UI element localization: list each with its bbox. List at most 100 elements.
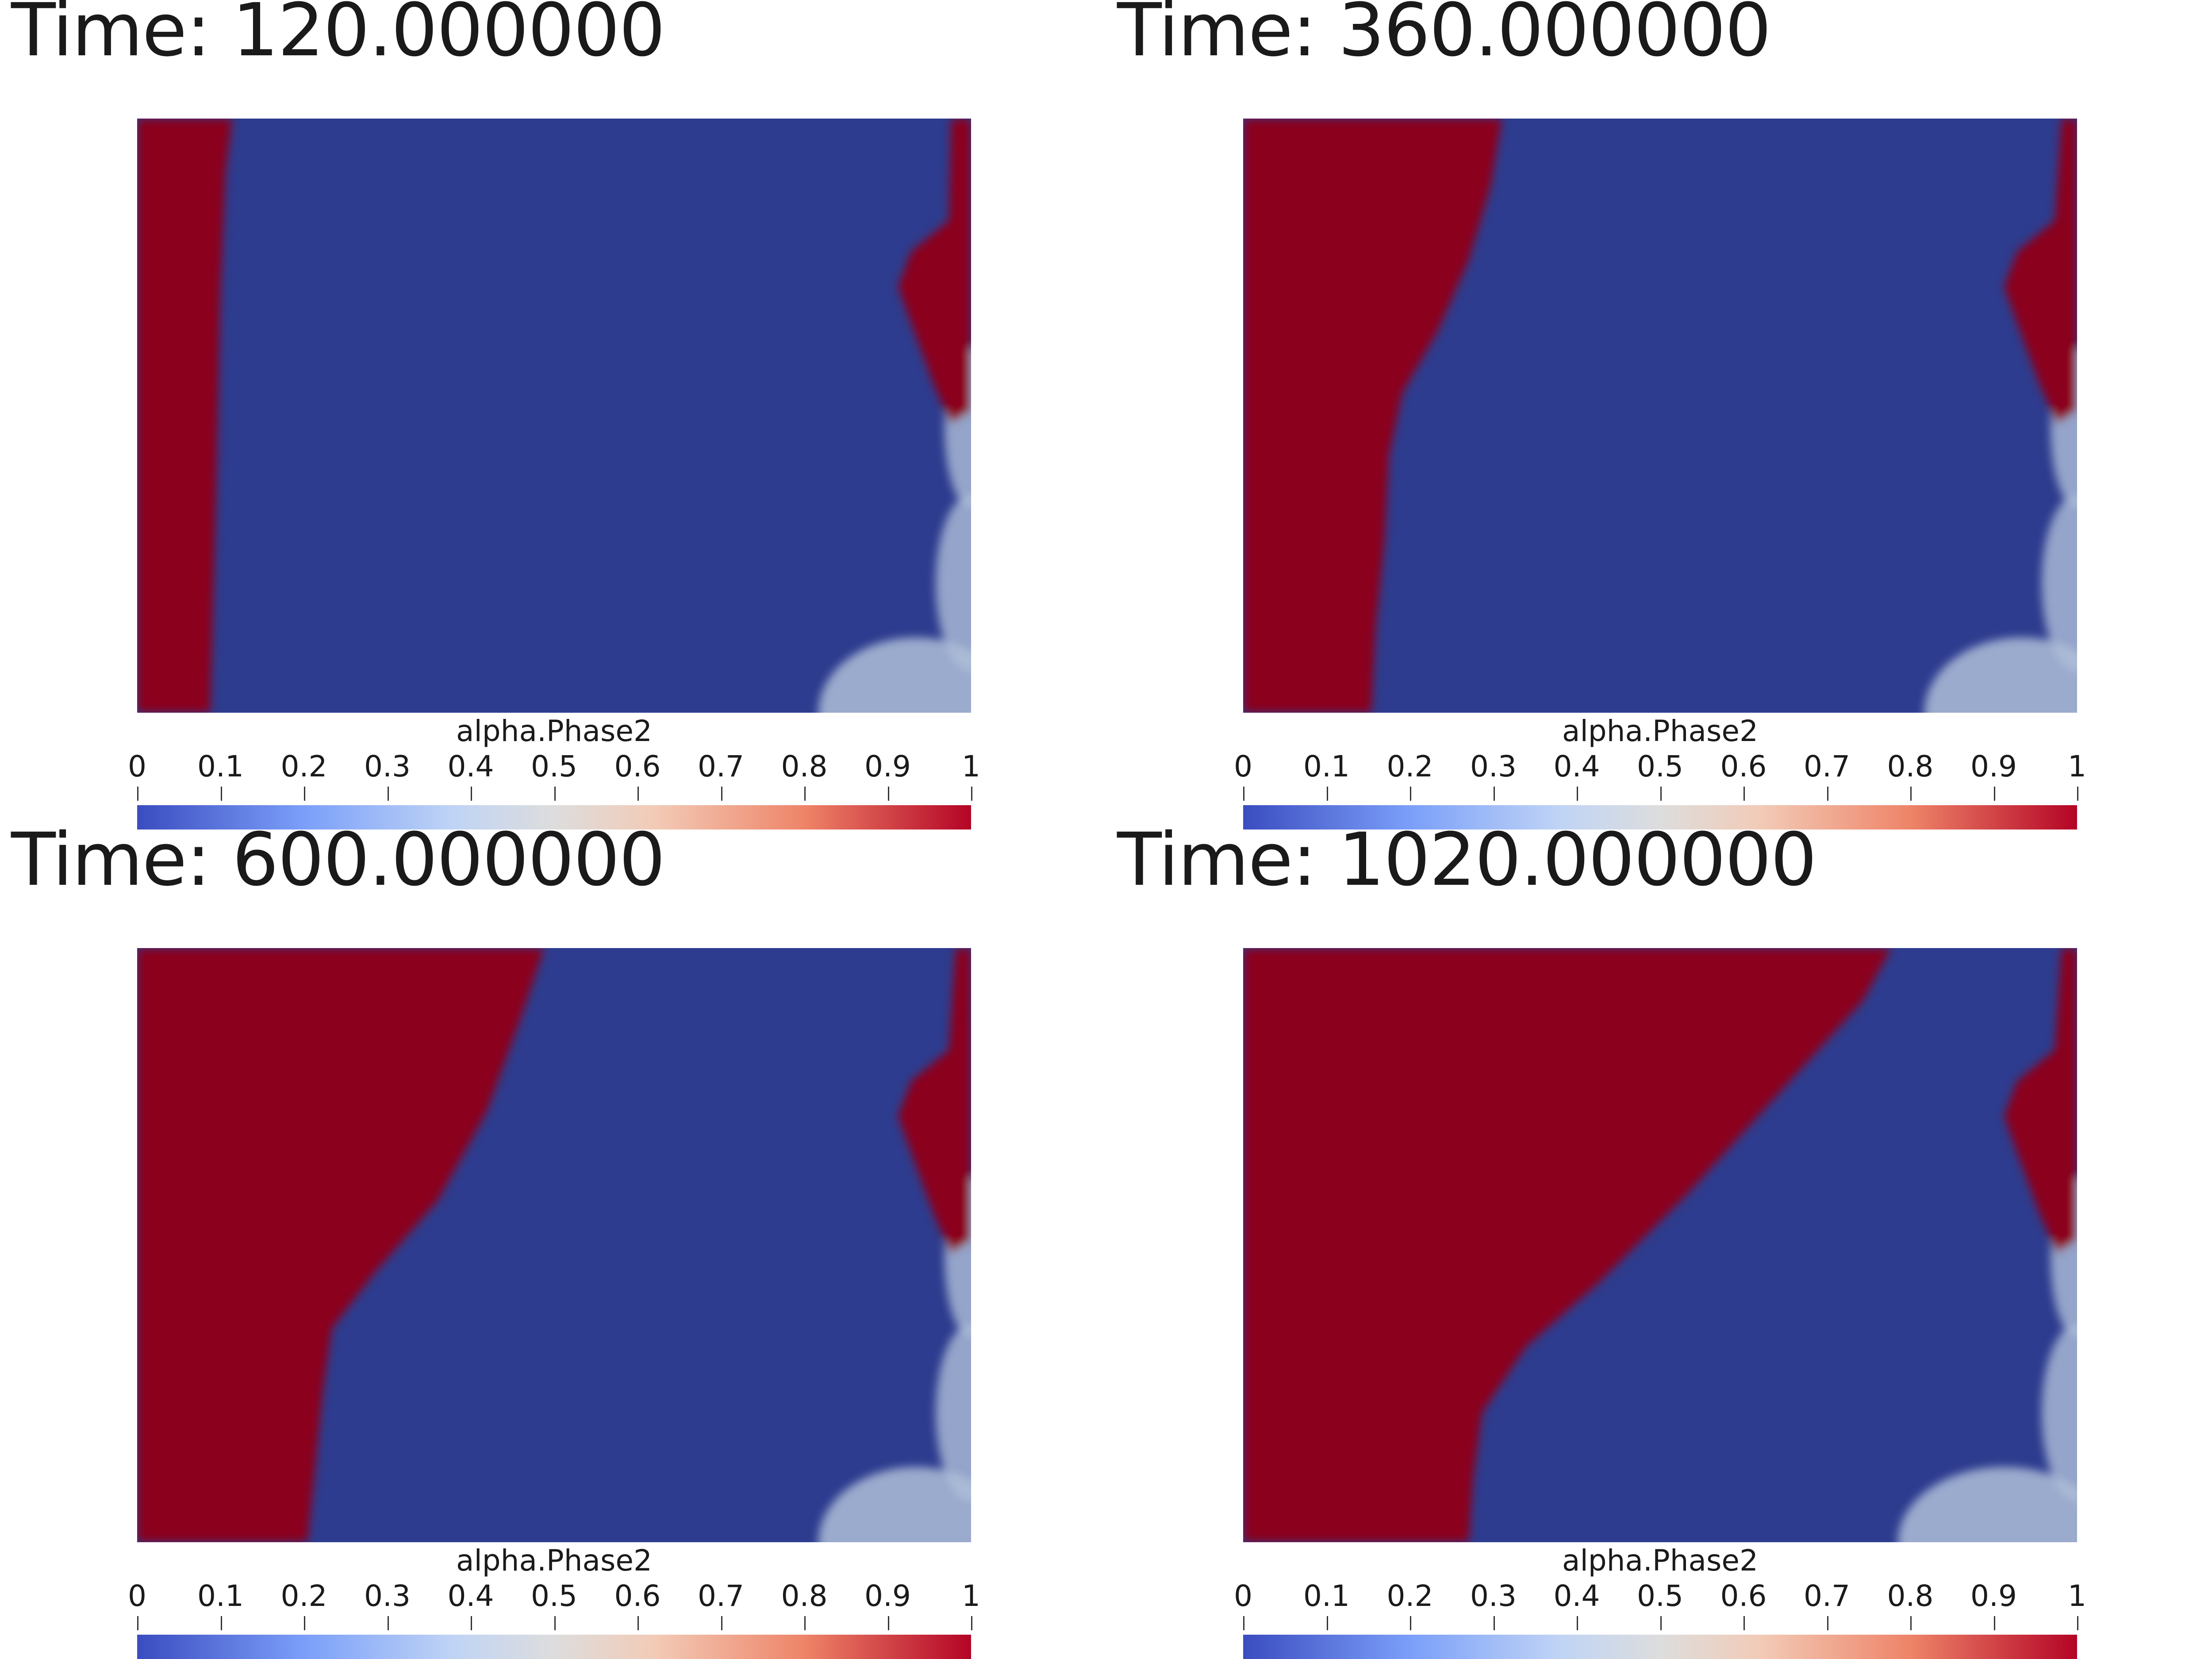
tick-mark [721, 1616, 722, 1630]
tick-label: 1 [2068, 1579, 2086, 1613]
tick-mark [1493, 787, 1495, 801]
tick-mark [554, 787, 556, 801]
tick-label: 0.9 [1970, 749, 2017, 783]
time-label: Time: 1020.000000 [1117, 817, 1817, 902]
tick-label: 0.4 [447, 1579, 494, 1613]
tick-label: 0.8 [781, 1579, 828, 1613]
tick-label: 0.2 [280, 749, 327, 783]
tick-label: 0.6 [614, 1579, 661, 1613]
tick-mark [387, 1616, 389, 1630]
tick-mark [971, 1616, 972, 1630]
colorbar-title: alpha.Phase2 [1562, 1544, 1758, 1578]
tick-mark [471, 1616, 472, 1630]
tick-mark [1827, 787, 1828, 801]
tick-mark [637, 1616, 639, 1630]
tick-mark [1326, 1616, 1328, 1630]
tick-mark [887, 787, 889, 801]
tick-label: 0.1 [1303, 749, 1350, 783]
tick-mark [1410, 1616, 1411, 1630]
tick-label: 0.2 [1386, 749, 1433, 783]
time-label: Time: 360.000000 [1117, 0, 1771, 73]
phase-field-image [1243, 119, 2077, 713]
colorbar-title: alpha.Phase2 [456, 1544, 652, 1578]
tick-label: 0.1 [197, 1579, 244, 1613]
tick-mark [804, 787, 806, 801]
colorbar-ticks: 0 0.1 0.2 0.3 0.4 0.5 0.6 0.7 0.8 0.9 1 [128, 749, 980, 801]
tick-label: 0.4 [447, 749, 494, 783]
tick-mark [887, 1616, 889, 1630]
tick-mark [471, 787, 472, 801]
tick-mark [1743, 1616, 1745, 1630]
time-label: Time: 120.000000 [11, 0, 665, 73]
tick-label: 0.5 [531, 1579, 577, 1613]
tick-label: 0.6 [614, 749, 661, 783]
tick-label: 0.8 [1887, 1579, 1934, 1613]
tick-label: 0.9 [1970, 1579, 2017, 1613]
tick-label: 0.6 [1720, 1579, 1767, 1613]
tick-mark [220, 787, 222, 801]
tick-mark [1243, 787, 1244, 801]
tick-label: 0.3 [364, 1579, 411, 1613]
tick-mark [1827, 1616, 1828, 1630]
tick-mark [971, 787, 972, 801]
tick-label: 0.2 [1386, 1579, 1433, 1613]
colorbar-ticks: 0 0.1 0.2 0.3 0.4 0.5 0.6 0.7 0.8 0.9 1 [1234, 1579, 2086, 1630]
tick-mark [304, 787, 305, 801]
tick-label: 0.7 [1804, 749, 1850, 783]
colorbar-ticks: 0 0.1 0.2 0.3 0.4 0.5 0.6 0.7 0.8 0.9 1 [128, 1579, 980, 1630]
tick-label: 1 [962, 1579, 980, 1613]
tick-label: 0.4 [1553, 749, 1600, 783]
colorbar-title: alpha.Phase2 [456, 714, 652, 748]
tick-label: 0 [1234, 1579, 1252, 1613]
tick-label: 0.3 [1470, 749, 1517, 783]
panel-time-360: Time: 360.000000 alpha.Phase2 0 0.1 0.2 … [1106, 0, 2212, 830]
tick-label: 0.1 [197, 749, 244, 783]
tick-label: 0.4 [1553, 1579, 1600, 1613]
panel-time-1020: Time: 1020.000000 alpha.Phase2 0 0.1 0.2… [1106, 821, 2212, 1659]
tick-mark [1993, 787, 1995, 801]
tick-label: 0.9 [864, 749, 911, 783]
tick-mark [1910, 1616, 1912, 1630]
tick-mark [220, 1616, 222, 1630]
tick-label: 0.8 [1887, 749, 1934, 783]
tick-label: 0 [128, 749, 146, 783]
tick-mark [1577, 787, 1578, 801]
tick-mark [1577, 1616, 1578, 1630]
tick-mark [2077, 1616, 2078, 1630]
tick-mark [1326, 787, 1328, 801]
tick-mark [1993, 1616, 1995, 1630]
tick-label: 0.3 [1470, 1579, 1517, 1613]
tick-mark [1660, 1616, 1662, 1630]
tick-label: 0 [128, 1579, 146, 1613]
tick-label: 0.7 [698, 749, 744, 783]
tick-mark [1493, 1616, 1495, 1630]
tick-mark [137, 787, 138, 801]
phase-field-image [137, 948, 971, 1542]
phase-field-image [137, 119, 971, 713]
tick-mark [1660, 787, 1662, 801]
colorbar-gradient [1243, 1635, 2077, 1659]
tick-mark [804, 1616, 806, 1630]
tick-label: 0.5 [531, 749, 577, 783]
colorbar-gradient [1243, 805, 2077, 830]
tick-label: 0.7 [1804, 1579, 1850, 1613]
tick-label: 0.6 [1720, 749, 1767, 783]
tick-mark [637, 787, 639, 801]
tick-label: 1 [962, 749, 980, 783]
tick-mark [2077, 787, 2078, 801]
tick-label: 1 [2068, 749, 2086, 783]
tick-mark [387, 787, 389, 801]
tick-mark [554, 1616, 556, 1630]
tick-label: 0.3 [364, 749, 411, 783]
tick-mark [1910, 787, 1912, 801]
phase-field-image [1243, 948, 2077, 1542]
tick-label: 0.5 [1637, 749, 1683, 783]
tick-label: 0.5 [1637, 1579, 1683, 1613]
colorbar-title: alpha.Phase2 [1562, 714, 1758, 748]
colorbar-gradient [137, 805, 971, 830]
colorbar-ticks: 0 0.1 0.2 0.3 0.4 0.5 0.6 0.7 0.8 0.9 1 [1234, 749, 2086, 801]
time-label: Time: 600.000000 [11, 817, 665, 902]
tick-mark [1410, 787, 1411, 801]
tick-label: 0.8 [781, 749, 828, 783]
tick-mark [137, 1616, 138, 1630]
